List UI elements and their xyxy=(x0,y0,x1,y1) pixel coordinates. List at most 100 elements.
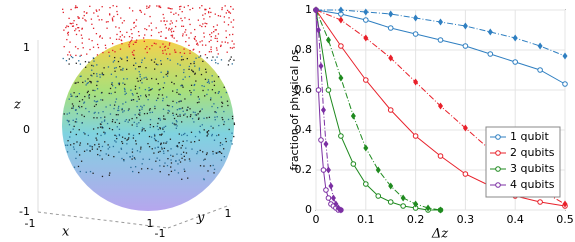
dot xyxy=(149,123,152,126)
dot xyxy=(190,141,192,143)
dot xyxy=(113,15,115,18)
dot xyxy=(131,99,133,101)
dot xyxy=(160,63,162,65)
dot xyxy=(190,91,192,94)
dot xyxy=(83,131,85,134)
dot xyxy=(159,88,161,90)
dot xyxy=(155,63,158,65)
dot xyxy=(113,59,116,62)
dot xyxy=(138,34,140,37)
dot xyxy=(185,152,188,154)
dot xyxy=(207,80,210,83)
dot xyxy=(198,51,201,53)
dot xyxy=(86,91,89,94)
dot xyxy=(149,89,151,91)
circle-marker xyxy=(412,31,419,37)
dot xyxy=(164,37,167,39)
dot xyxy=(62,8,64,10)
dot xyxy=(194,38,196,40)
dot xyxy=(148,89,150,92)
dot xyxy=(148,109,151,111)
dot xyxy=(190,62,192,65)
circle-marker xyxy=(315,87,322,93)
dot xyxy=(225,30,227,32)
dot xyxy=(115,26,117,28)
dot xyxy=(189,108,191,110)
dot xyxy=(82,81,84,84)
dot xyxy=(151,77,153,80)
dot xyxy=(224,5,226,7)
dot xyxy=(101,126,103,128)
dot xyxy=(78,92,81,95)
dot xyxy=(173,117,176,120)
dot xyxy=(177,172,180,174)
dot xyxy=(146,5,148,7)
dot xyxy=(162,97,164,100)
dot xyxy=(67,25,70,28)
dot xyxy=(69,54,72,56)
dot xyxy=(107,144,109,146)
dot xyxy=(231,132,233,134)
dot xyxy=(202,60,204,63)
dot xyxy=(138,122,140,124)
dot xyxy=(187,177,189,179)
dot xyxy=(75,96,77,98)
dot xyxy=(211,135,213,137)
dot xyxy=(97,80,99,83)
dot xyxy=(76,95,78,98)
dot xyxy=(65,144,67,146)
dot xyxy=(163,115,165,117)
dot xyxy=(219,144,221,147)
dot xyxy=(138,98,140,100)
dot xyxy=(178,93,180,95)
diamond-marker xyxy=(487,28,493,36)
dot xyxy=(227,118,230,121)
dot xyxy=(73,143,75,145)
dot xyxy=(94,111,96,114)
dot xyxy=(89,150,91,152)
dot xyxy=(136,77,138,80)
dot xyxy=(74,46,77,48)
dot xyxy=(93,60,95,62)
dot xyxy=(210,97,212,99)
dot xyxy=(108,174,111,176)
dot xyxy=(136,123,138,125)
dot xyxy=(123,78,125,80)
dot xyxy=(141,163,143,165)
dot xyxy=(197,19,199,21)
dot xyxy=(197,113,199,115)
dot xyxy=(219,15,222,17)
dot xyxy=(71,103,74,105)
diamond-marker xyxy=(438,102,443,110)
dot xyxy=(93,100,96,102)
dot xyxy=(179,8,181,10)
dot xyxy=(198,101,200,103)
dot xyxy=(206,93,208,96)
dot xyxy=(189,52,191,54)
dot xyxy=(98,143,100,145)
dot xyxy=(95,101,97,103)
dot xyxy=(216,37,218,40)
dot xyxy=(160,134,162,136)
dot xyxy=(84,133,86,135)
dot xyxy=(87,78,89,80)
dot xyxy=(72,128,74,130)
dot xyxy=(96,84,98,87)
dot xyxy=(76,23,78,26)
dot xyxy=(202,89,204,92)
dot xyxy=(92,27,95,29)
dot xyxy=(184,76,186,78)
dot xyxy=(214,111,216,113)
dot xyxy=(122,67,124,70)
dot xyxy=(195,57,197,59)
dot xyxy=(125,92,127,94)
dot xyxy=(183,69,185,71)
dot xyxy=(203,36,205,38)
dot xyxy=(103,67,105,69)
dot xyxy=(117,109,119,112)
dot xyxy=(214,35,217,37)
dot xyxy=(97,112,100,114)
dot xyxy=(189,8,191,11)
dot xyxy=(124,120,126,122)
dot xyxy=(197,96,199,98)
